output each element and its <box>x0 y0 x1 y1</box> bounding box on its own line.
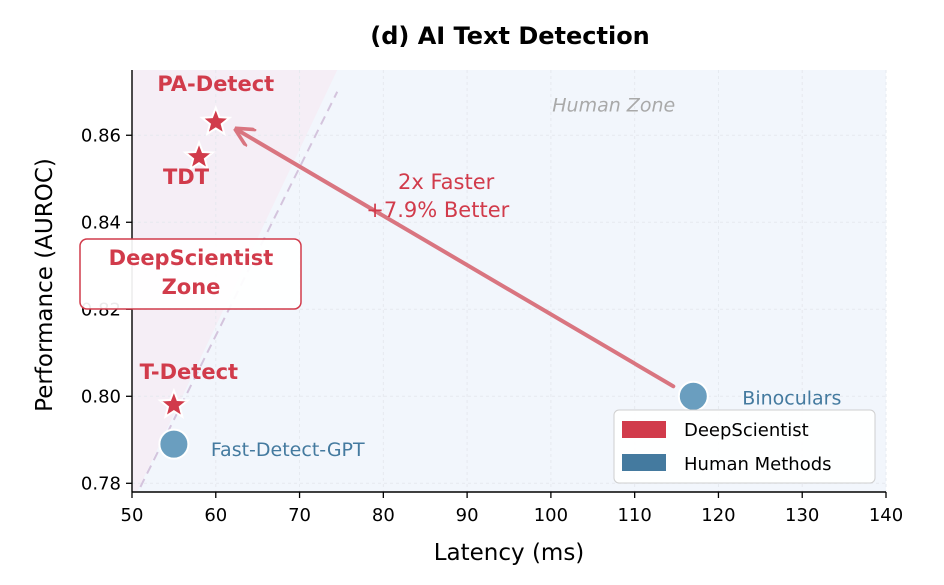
y-tick-label: 0.80 <box>81 386 121 407</box>
legend-swatch-human-methods <box>622 454 666 471</box>
ds-zone-label-line1: DeepScientist <box>109 246 274 270</box>
x-ticks: 50 60 70 80 90 100 110 120 130 140 <box>121 492 903 526</box>
circle-marker-fast-detect-gpt <box>158 428 190 460</box>
ds-zone-label-line2: Zone <box>162 275 221 299</box>
legend-swatch-deepscientist <box>622 421 666 438</box>
chart-title: (d) AI Text Detection <box>370 22 650 50</box>
x-tick-label: 140 <box>869 505 903 526</box>
x-tick-label: 80 <box>372 505 395 526</box>
y-axis-label: Performance (AUROC) <box>32 158 58 412</box>
y-ticks: 0.780.800.820.840.86 <box>81 125 132 494</box>
point-label-t-detect: T-Detect <box>140 360 238 384</box>
legend-label-deepscientist: DeepScientist <box>684 420 809 441</box>
star-marker-tdt <box>182 139 216 171</box>
x-tick-label: 100 <box>534 505 568 526</box>
point-label-tdt: TDT <box>163 165 210 189</box>
point-label-fast-detect-gpt: Fast-Detect-GPT <box>211 439 365 461</box>
circle-marker-binoculars <box>677 380 709 412</box>
legend: DeepScientist Human Methods <box>613 409 876 484</box>
star-marker-pa-detect <box>199 104 233 137</box>
x-tick-label: 50 <box>121 505 144 526</box>
y-tick-label: 0.78 <box>81 473 121 494</box>
zone-boundary-line <box>139 91 339 488</box>
improvement-label-speed: 2x Faster <box>398 170 495 194</box>
legend-label-human-methods: Human Methods <box>684 454 832 475</box>
y-tick-label: 0.84 <box>81 212 121 233</box>
x-tick-label: 130 <box>785 505 819 526</box>
x-tick-label: 90 <box>456 505 479 526</box>
improvement-arrow <box>238 130 676 389</box>
star-marker-t-detect <box>157 387 191 419</box>
improvement-label-performance: +7.9% Better <box>366 198 509 222</box>
x-tick-label: 120 <box>701 505 735 526</box>
point-label-pa-detect: PA-Detect <box>157 72 274 96</box>
y-tick-label: 0.86 <box>81 125 121 146</box>
x-tick-label: 60 <box>204 505 227 526</box>
x-tick-label: 110 <box>617 505 651 526</box>
data-points: PA-Detect TDT T-Detect Fast-Detect-GPT Binoc… <box>140 72 842 461</box>
x-tick-label: 70 <box>288 505 311 526</box>
deepscientist-zone-box: DeepScientist Zone <box>79 238 302 310</box>
x-axis-label: Latency (ms) <box>434 540 585 566</box>
human-zone-label: Human Zone <box>552 94 675 116</box>
point-label-binoculars: Binoculars <box>742 387 841 409</box>
